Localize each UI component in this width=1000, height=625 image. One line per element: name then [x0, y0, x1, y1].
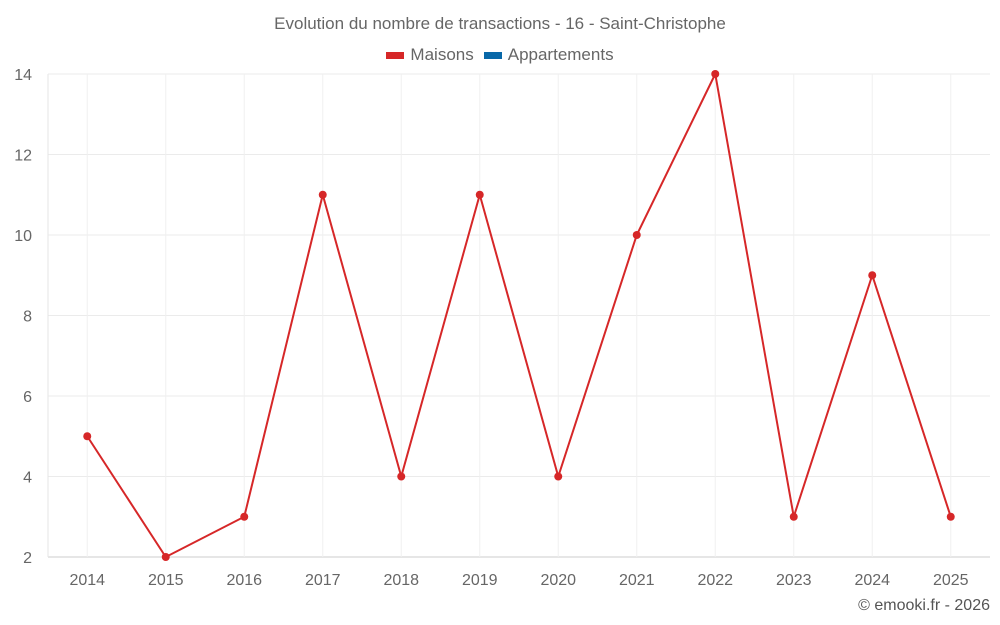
data-point [83, 432, 92, 441]
data-point [946, 512, 955, 521]
legend-label-maisons: Maisons [410, 45, 474, 64]
x-tick-label: 2019 [462, 572, 498, 589]
x-tick-label: 2016 [226, 572, 262, 589]
legend-swatch-appartements [483, 51, 502, 59]
legend: Maisons Appartements [0, 45, 1000, 65]
data-point [789, 512, 798, 521]
x-tick-label: 2024 [854, 572, 890, 589]
x-tick-label: 2015 [148, 572, 184, 589]
credit-text: © emooki.fr - 2026 [858, 597, 990, 614]
x-tick-label: 2017 [305, 572, 341, 589]
y-tick-label: 4 [23, 470, 32, 487]
legend-swatch-maisons [386, 51, 405, 59]
x-tick-label: 2021 [619, 572, 655, 589]
data-point [711, 70, 720, 78]
data-point [632, 231, 641, 239]
data-point [554, 472, 563, 481]
data-point [397, 472, 406, 481]
legend-item-appartements[interactable]: Appartements [483, 45, 614, 65]
data-point [161, 553, 170, 561]
data-point [318, 190, 327, 199]
y-tick-label: 6 [23, 389, 32, 406]
series-line-maisons [86, 70, 952, 559]
x-tick-label: 2014 [69, 572, 105, 589]
x-tick-label: 2025 [933, 572, 969, 589]
data-point [868, 271, 877, 280]
x-tick-label: 2018 [383, 572, 419, 589]
x-tick-label: 2022 [697, 572, 733, 589]
y-tick-label: 12 [14, 148, 32, 165]
legend-item-maisons[interactable]: Maisons [386, 45, 474, 65]
y-tick-label: 2 [23, 550, 32, 567]
y-tick-label: 8 [23, 309, 32, 326]
legend-label-appartements: Appartements [507, 45, 614, 64]
y-tick-label: 10 [14, 228, 32, 245]
x-tick-label: 2020 [540, 572, 576, 589]
data-point [240, 512, 249, 521]
x-tick-label: 2023 [776, 572, 812, 589]
data-point [475, 190, 484, 199]
y-tick-label: 14 [14, 67, 32, 84]
chart-title: Evolution du nombre de transactions - 16… [274, 14, 726, 33]
